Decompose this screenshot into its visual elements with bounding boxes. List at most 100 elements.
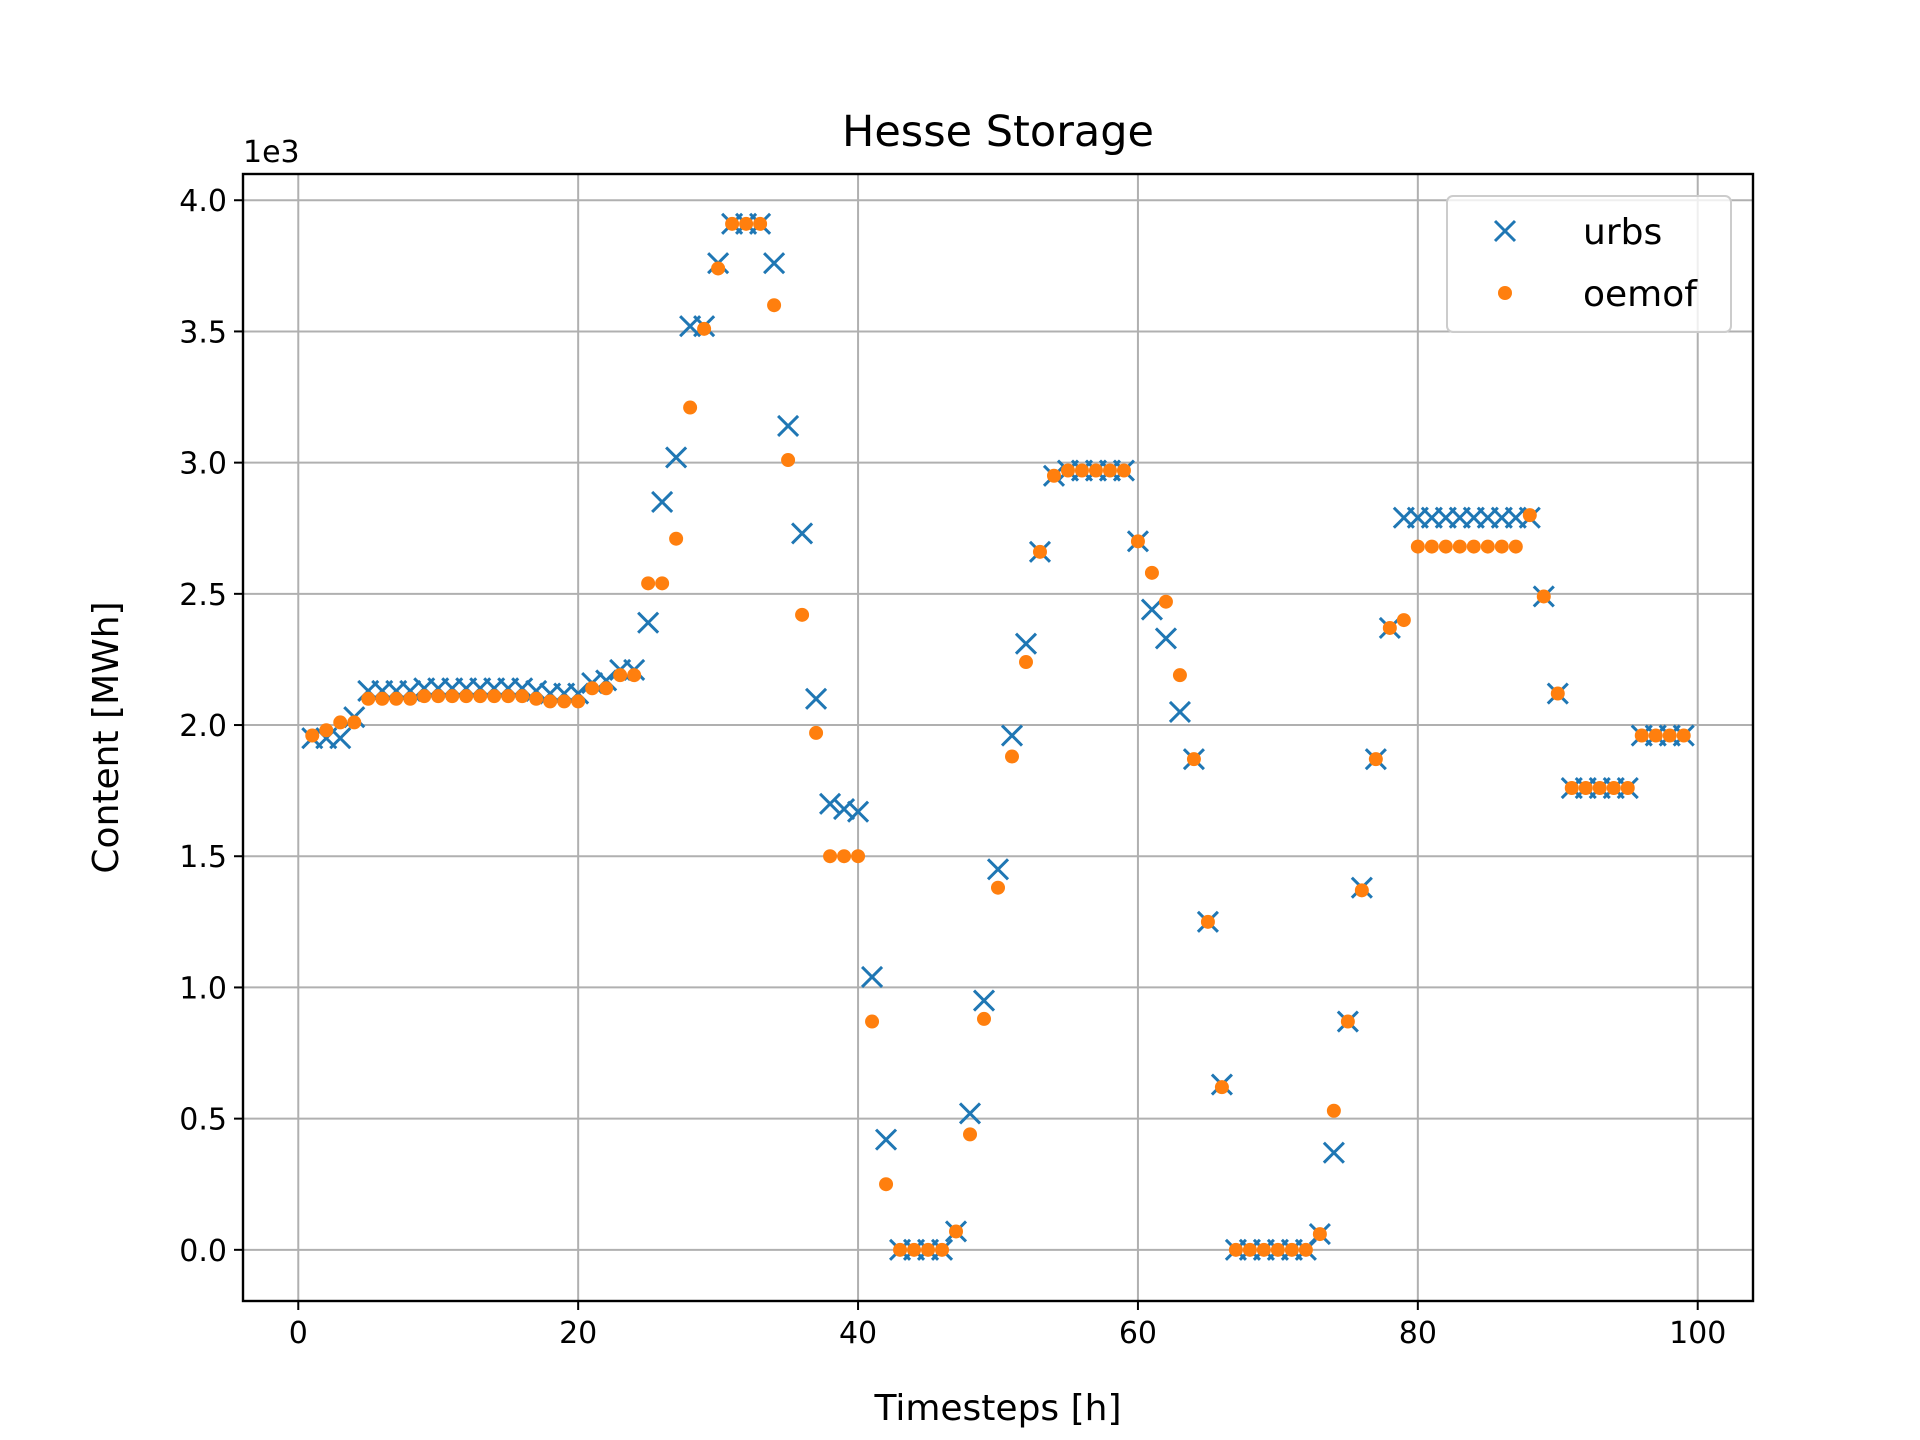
urbs-point: [846, 800, 870, 823]
oemof-point: [1032, 544, 1047, 559]
oemof-point: [305, 728, 320, 743]
series-oemof: [305, 216, 1691, 1257]
oemof-point: [571, 694, 586, 709]
oemof-point: [1368, 752, 1383, 767]
oemof-point: [1256, 1242, 1271, 1257]
oemof-point: [837, 849, 852, 864]
oemof-point: [1018, 655, 1033, 670]
oemof-point: [655, 576, 670, 591]
x-tick-label: 40: [839, 1316, 877, 1351]
oemof-point: [417, 689, 432, 704]
urbs-point: [651, 490, 674, 514]
oemof-point: [683, 400, 698, 415]
oemof-point: [403, 691, 418, 706]
oemof-point: [1522, 508, 1537, 523]
oemof-point: [697, 321, 712, 336]
oemof-point: [613, 668, 628, 683]
oemof-point: [1116, 463, 1131, 478]
oemof-point: [627, 668, 642, 683]
y-tick-label: 0.0: [179, 1234, 227, 1269]
legend-urbs-marker: [1493, 219, 1517, 243]
oemof-point: [1242, 1242, 1257, 1257]
oemof-point: [1648, 728, 1663, 743]
oemof-point: [445, 689, 460, 704]
oemof-point: [1200, 914, 1215, 929]
oemof-point: [893, 1242, 908, 1257]
oemof-point: [725, 216, 740, 231]
urbs-point: [777, 414, 800, 437]
chart-title: Hesse Storage: [842, 107, 1154, 157]
urbs-point: [958, 1102, 982, 1125]
legend-urbs-label: urbs: [1583, 212, 1662, 253]
oemof-point: [1480, 539, 1495, 554]
y-tick-label: 1.5: [179, 840, 227, 875]
oemof-point: [1004, 749, 1019, 764]
x-marker-stroke: [1322, 1141, 1345, 1164]
urbs-point: [1168, 700, 1191, 723]
x-marker-stroke: [1140, 598, 1163, 621]
oemof-point: [1130, 534, 1145, 549]
urbs-point: [972, 989, 996, 1012]
grid-lines: [243, 174, 1753, 1301]
oemof-point: [543, 694, 558, 709]
oemof-point: [1144, 565, 1159, 580]
oemof-point: [739, 216, 754, 231]
oemof-point: [711, 261, 726, 276]
oemof-point: [515, 689, 530, 704]
oemof-point: [1354, 883, 1369, 898]
legend-urbs-symbol: [1493, 219, 1517, 243]
oemof-point: [557, 694, 572, 709]
x-marker-stroke: [874, 1128, 898, 1151]
plot-area-frame: [241, 172, 1755, 1303]
x-marker-stroke: [846, 800, 870, 823]
x-marker-stroke: [958, 1102, 982, 1125]
x-marker-stroke: [805, 687, 828, 710]
oemof-point: [1158, 594, 1173, 609]
oemof-point: [1410, 539, 1425, 554]
oemof-point: [431, 689, 446, 704]
oemof-point: [501, 689, 516, 704]
x-marker-stroke: [777, 414, 800, 437]
oemof-point: [459, 689, 474, 704]
oemof-point: [1452, 539, 1467, 554]
oemof-point: [1172, 668, 1187, 683]
oemof-point: [1550, 686, 1565, 701]
oemof-point: [809, 725, 824, 740]
urbs-point: [805, 687, 828, 710]
x-marker-stroke: [986, 858, 1010, 881]
oemof-point: [1536, 589, 1551, 604]
x-tick-label: 20: [559, 1316, 597, 1351]
oemof-point: [1564, 781, 1579, 796]
legend-oemof-marker: [1498, 286, 1512, 300]
oemof-point: [1494, 539, 1509, 554]
oemof-point: [963, 1127, 978, 1142]
x-marker-stroke: [1000, 724, 1024, 747]
oemof-point: [1312, 1227, 1327, 1242]
oemof-point: [1424, 539, 1439, 554]
oemof-point: [753, 216, 768, 231]
x-tick-label: 60: [1119, 1316, 1157, 1351]
oemof-point: [851, 849, 866, 864]
x-axis-label: Timesteps [h]: [873, 1388, 1121, 1429]
legend-oemof-symbol: [1498, 286, 1512, 300]
x-marker-stroke: [637, 611, 660, 634]
oemof-point: [1326, 1103, 1341, 1118]
oemof-point: [1592, 781, 1607, 796]
oemof-point: [1186, 752, 1201, 767]
x-marker-stroke: [1014, 632, 1038, 655]
urbs-point: [874, 1128, 898, 1151]
oemof-point: [921, 1242, 936, 1257]
oemof-point: [1088, 463, 1103, 478]
x-tick-label: 80: [1399, 1316, 1437, 1351]
legend-oemof-label: oemof: [1583, 274, 1698, 315]
urbs-point: [1140, 598, 1163, 621]
oemof-point: [347, 715, 362, 730]
urbs-point: [1322, 1141, 1345, 1164]
oemof-point: [1620, 781, 1635, 796]
oemof-point: [1382, 620, 1397, 635]
oemof-point: [1102, 463, 1117, 478]
oemof-point: [1074, 463, 1089, 478]
x-marker-stroke: [819, 792, 842, 815]
x-marker-stroke: [329, 727, 352, 750]
